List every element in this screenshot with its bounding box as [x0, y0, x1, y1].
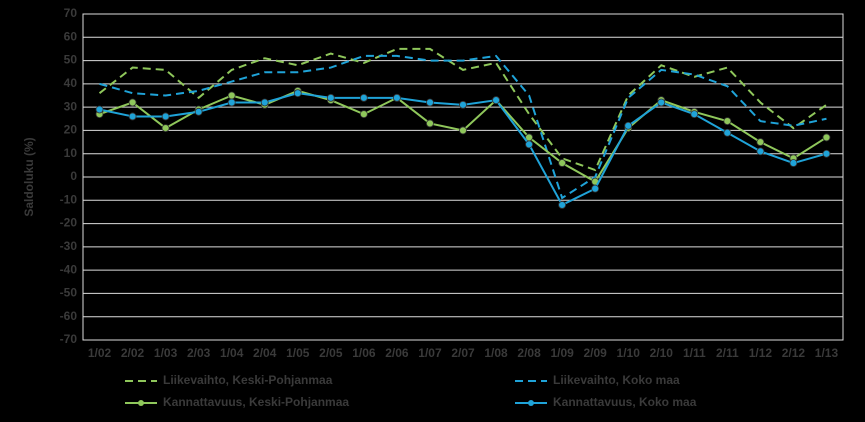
- x-tick-label: 2/06: [385, 346, 409, 360]
- y-tick-label: -40: [60, 262, 78, 276]
- x-tick-label: 1/09: [550, 346, 574, 360]
- marker: [558, 159, 567, 167]
- x-tick-label: 1/10: [617, 346, 641, 360]
- marker: [293, 89, 302, 98]
- x-tick-label: 1/05: [286, 346, 310, 360]
- marker: [260, 98, 269, 107]
- marker: [95, 105, 104, 114]
- marker: [723, 117, 732, 126]
- y-tick-label: -30: [60, 239, 78, 253]
- marker: [525, 140, 533, 149]
- marker: [426, 98, 434, 107]
- marker: [393, 93, 401, 102]
- marker: [558, 201, 567, 209]
- y-tick-label: 60: [64, 29, 78, 43]
- legend-label: Liikevaihto, Koko maa: [553, 373, 680, 387]
- marker: [227, 98, 236, 107]
- x-tick-label: 2/03: [187, 346, 211, 360]
- marker: [756, 147, 765, 156]
- plot-frame: [82, 13, 844, 341]
- y-tick-label: -50: [60, 286, 78, 300]
- marker: [459, 126, 467, 135]
- legend-label: Liikevaihto, Keski-Pohjanmaa: [163, 373, 333, 387]
- marker: [756, 138, 765, 146]
- x-tick-label: 2/05: [319, 346, 343, 360]
- marker: [128, 112, 137, 121]
- x-tick-label: 1/02: [88, 346, 112, 360]
- legend-label: Kannattavuus, Keski-Pohjanmaa: [163, 395, 349, 409]
- x-tick-label: 2/04: [253, 346, 277, 360]
- marker: [591, 184, 600, 193]
- x-tick-label: 2/07: [451, 346, 475, 360]
- x-tick-label: 1/12: [749, 346, 773, 360]
- marker: [657, 98, 666, 107]
- y-tick-label: 70: [64, 6, 78, 20]
- x-tick-label: 2/08: [517, 346, 541, 360]
- y-axis-label: Saldoluku (%): [22, 137, 36, 216]
- marker: [624, 121, 633, 130]
- marker: [227, 91, 236, 100]
- y-tick-label: 20: [64, 123, 78, 137]
- marker: [359, 93, 368, 102]
- x-tick-label: 1/03: [154, 346, 178, 360]
- x-tick-label: 1/04: [220, 346, 244, 360]
- y-tick-label: 40: [64, 76, 78, 90]
- marker: [822, 133, 831, 142]
- legend-label: Kannattavuus, Koko maa: [553, 395, 697, 409]
- marker: [459, 100, 467, 109]
- marker: [492, 96, 500, 105]
- y-tick-label: 0: [70, 169, 77, 183]
- x-tick-label: 1/08: [484, 346, 508, 360]
- x-tick-label: 2/09: [583, 346, 607, 360]
- y-tick-label: 10: [64, 146, 78, 160]
- legend-marker: [528, 400, 534, 406]
- marker: [128, 98, 137, 107]
- x-tick-label: 1/13: [815, 346, 839, 360]
- x-tick-label: 1/06: [352, 346, 376, 360]
- marker: [161, 124, 170, 133]
- series-line: [99, 54, 827, 200]
- x-tick-label: 2/10: [650, 346, 674, 360]
- marker: [723, 128, 732, 137]
- series-line: [98, 47, 828, 172]
- x-tick-label: 1/11: [683, 346, 706, 360]
- marker: [789, 159, 798, 167]
- x-tick-label: 2/11: [716, 346, 739, 360]
- marker: [822, 149, 831, 158]
- marker: [359, 110, 368, 119]
- legend-marker: [138, 400, 144, 406]
- y-tick-label: -20: [60, 216, 78, 230]
- marker: [161, 112, 170, 121]
- y-tick-label: -70: [60, 332, 78, 346]
- y-tick-label: -10: [60, 192, 78, 206]
- marker: [326, 93, 335, 102]
- marker: [690, 110, 699, 119]
- y-tick-label: 30: [64, 99, 78, 113]
- y-tick-label: 50: [64, 53, 78, 67]
- x-tick-label: 2/02: [121, 346, 145, 360]
- x-tick-label: 1/07: [418, 346, 442, 360]
- marker: [194, 107, 203, 116]
- x-tick-label: 2/12: [782, 346, 806, 360]
- y-tick-label: -60: [60, 309, 78, 323]
- marker: [426, 119, 434, 128]
